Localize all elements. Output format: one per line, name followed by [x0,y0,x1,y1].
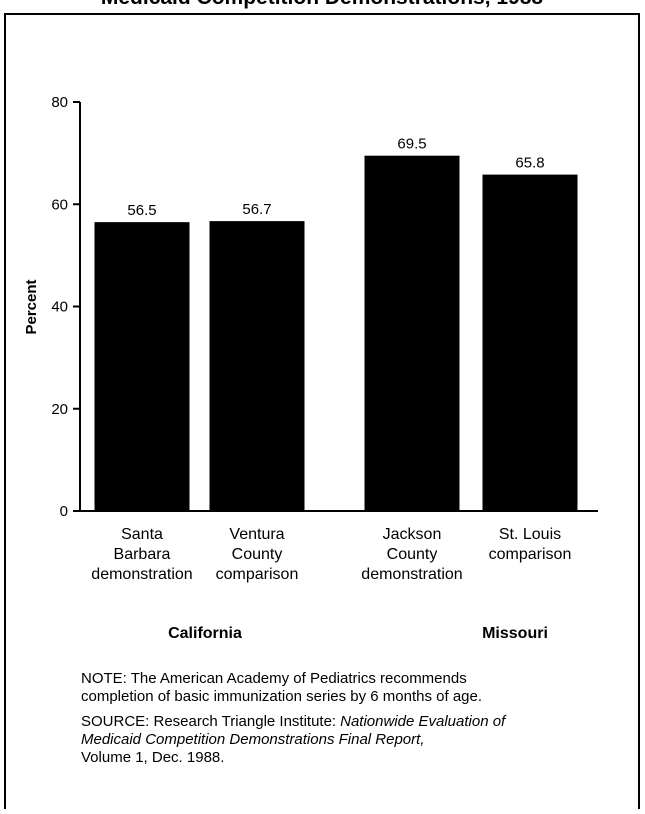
x-tick-label: Ventura [229,526,284,543]
x-tick-label: comparison [216,566,299,583]
value-label: 56.7 [242,201,271,218]
source-line: SOURCE: Research Triangle Institute: Nati… [81,713,507,730]
group-label: Missouri [482,625,548,642]
y-axis-label: Percent [23,279,40,334]
x-tick-label: Barbara [114,546,171,563]
y-tick-label: 20 [51,401,68,418]
value-label: 56.5 [127,202,156,219]
y-tick-label: 0 [60,503,68,520]
value-label: 65.8 [515,155,544,172]
note-line: NOTE: The American Academy of Pediatrics… [81,670,467,687]
source-suffix: Volume 1, Dec. 1988. [81,749,224,766]
bar [209,221,305,511]
source-title: Nationwide Evaluation of [340,713,507,730]
y-tick-label: 60 [51,196,68,213]
y-tick-label: 80 [51,94,68,111]
x-tick-label: demonstration [91,566,192,583]
bar [94,222,190,512]
group-label: California [168,625,242,642]
bar [482,174,578,511]
y-tick-label: 40 [51,299,68,316]
x-tick-label: County [232,546,283,563]
frame [4,13,640,814]
x-tick-label: St. Louis [499,526,561,543]
x-tick-label: demonstration [361,566,462,583]
value-label: 69.5 [397,136,426,153]
x-tick-label: comparison [489,546,572,563]
source-title: Medicaid Competition Demonstrations Fina… [81,731,424,748]
bar [364,155,460,511]
chart-title: Medicaid Competition Demonstrations, 198… [101,0,544,9]
x-tick-label: County [387,546,438,563]
note-line: completion of basic immunization series … [81,688,482,705]
x-tick-label: Santa [121,526,163,543]
x-tick-label: Jackson [383,526,442,543]
source-prefix: SOURCE: Research Triangle Institute: [81,713,336,730]
